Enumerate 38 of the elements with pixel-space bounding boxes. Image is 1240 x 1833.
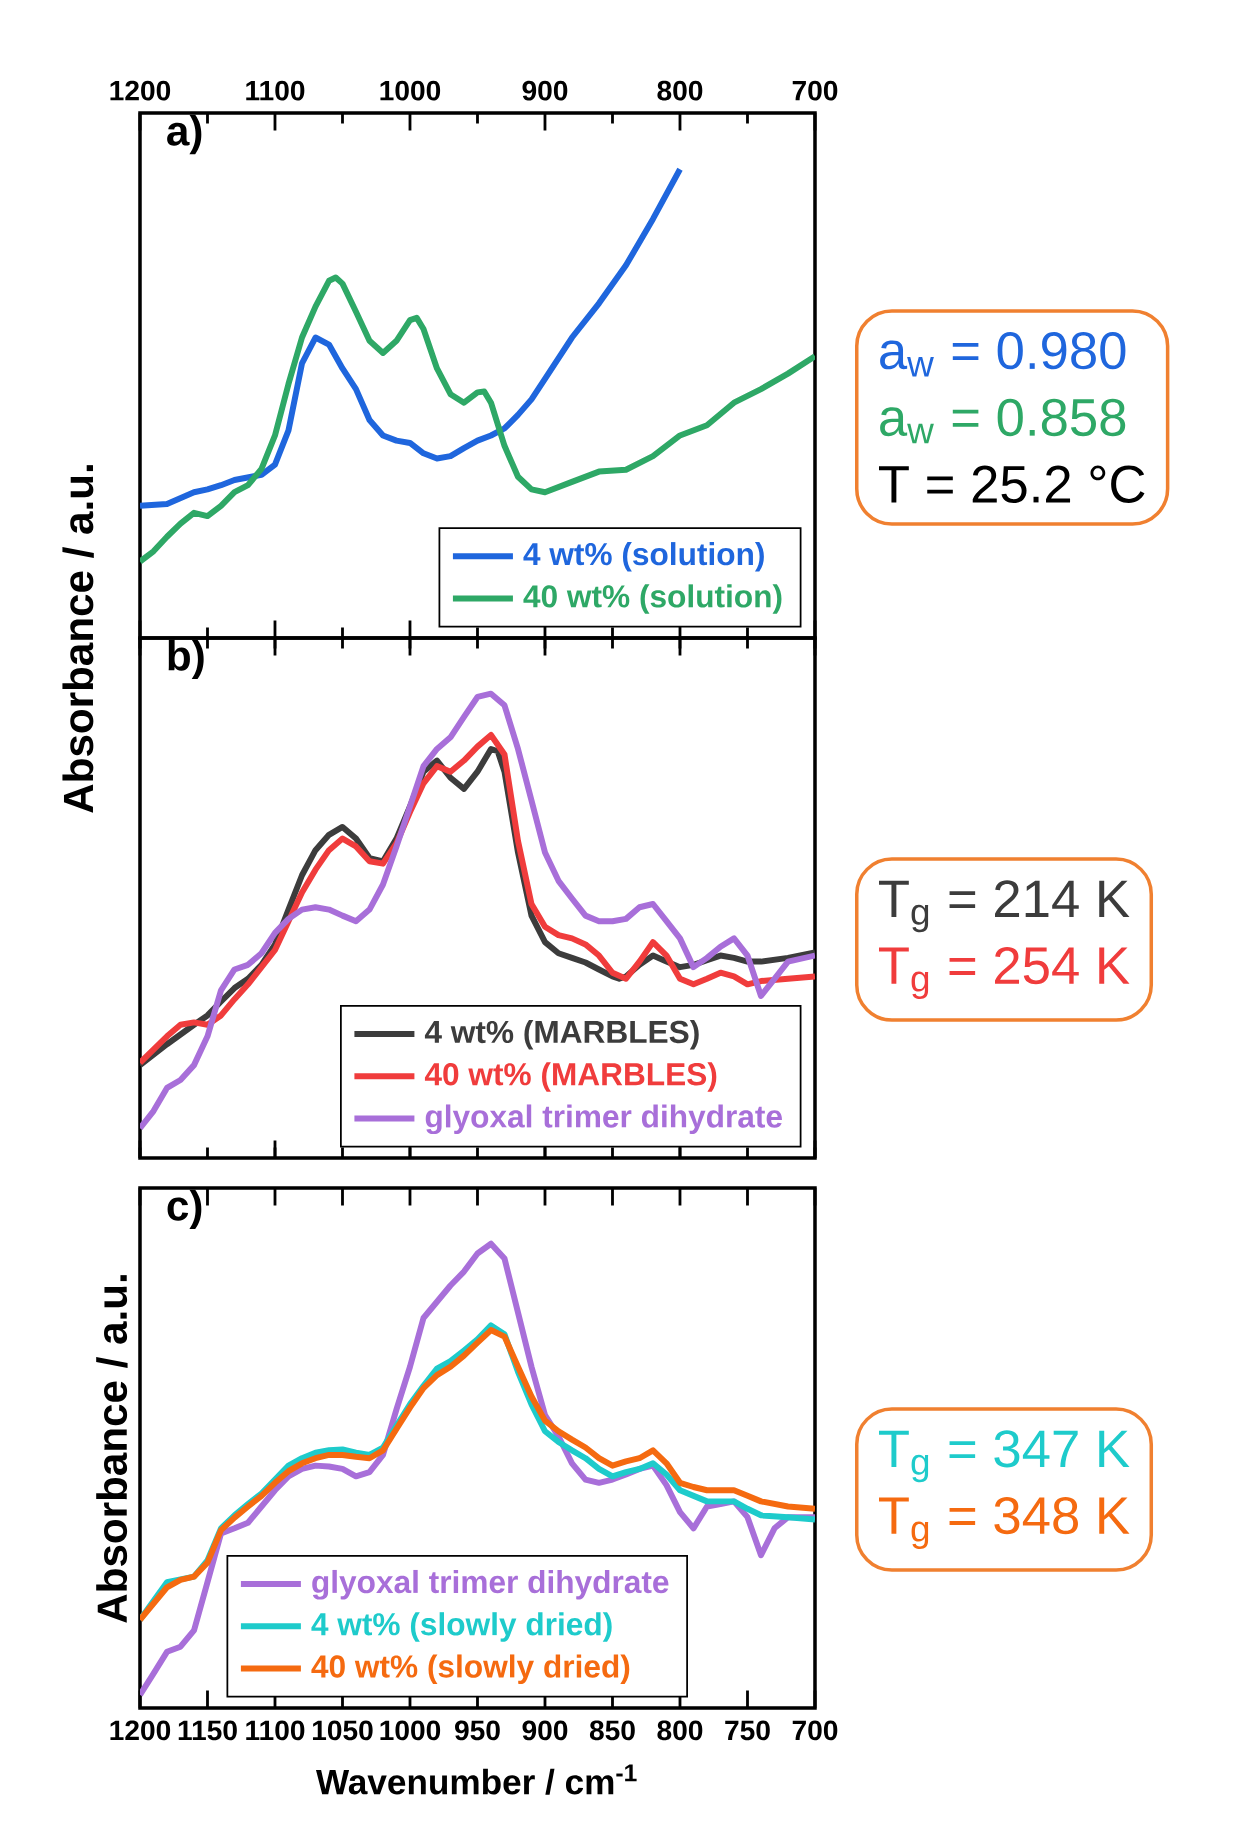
text: T$_{g}$ = 348 K <box>879 1496 1130 1550</box>
legend-label: 40 wt% (slowly dried) <box>311 1654 630 1684</box>
x-axis-title: Wavenumber / cm$^{-1}$ <box>315 1764 637 1795</box>
legend-label: glyoxal trimer dihydrate <box>425 1104 782 1135</box>
legend-label: 4 wt% (slowly dried) <box>311 1612 612 1642</box>
legend-label: 4 wt% (solution) <box>523 542 764 572</box>
x-tick-label: 950 <box>455 1720 500 1741</box>
text: a$_{w}$ = 0.858 <box>880 398 1126 444</box>
y-axis-title: Absorbance / a.u. <box>62 465 94 813</box>
x-tick-label: 1200 <box>110 1720 171 1741</box>
x-tick-label: 1000 <box>380 80 441 101</box>
x-tick-label: 1150 <box>178 1720 237 1741</box>
x-tick-label: 1000 <box>380 1720 441 1741</box>
text: T$_{g}$ = 214 K <box>879 880 1130 933</box>
chart-title: b) <box>168 639 204 680</box>
text: T = 25.2 °C <box>879 465 1145 503</box>
legend-label: 40 wt% (solution) <box>523 584 782 614</box>
x-tick-label: 700 <box>792 1720 838 1741</box>
x-tick-label: 800 <box>657 1720 703 1741</box>
text: T$_{g}$ = 254 K <box>879 946 1130 1000</box>
legend-label: 4 wt% (MARBLES) <box>424 1019 699 1050</box>
x-tick-label: 1100 <box>246 1720 305 1741</box>
chart-title: a) <box>167 114 202 155</box>
x-tick-label: 800 <box>657 80 703 101</box>
x-tick-label: 1100 <box>246 80 305 101</box>
y-axis-title: Absorbance / a.u. <box>96 1275 128 1623</box>
x-tick-label: 900 <box>522 80 568 101</box>
x-tick-label: 1050 <box>312 1720 373 1741</box>
x-tick-label: 900 <box>522 1720 568 1741</box>
text: a$_{w}$ = 0.980 <box>880 332 1126 377</box>
x-tick-label: 1200 <box>110 80 171 101</box>
legend-label: 40 wt% (MARBLES) <box>424 1062 717 1092</box>
x-tick-label: 850 <box>589 1720 635 1741</box>
x-tick-label: 700 <box>792 80 838 101</box>
text: T$_{g}$ = 347 K <box>879 1430 1130 1483</box>
legend-label: glyoxal trimer dihydrate <box>312 1569 669 1600</box>
x-tick-label: 750 <box>725 1720 770 1741</box>
chart-title: c) <box>167 1189 202 1230</box>
